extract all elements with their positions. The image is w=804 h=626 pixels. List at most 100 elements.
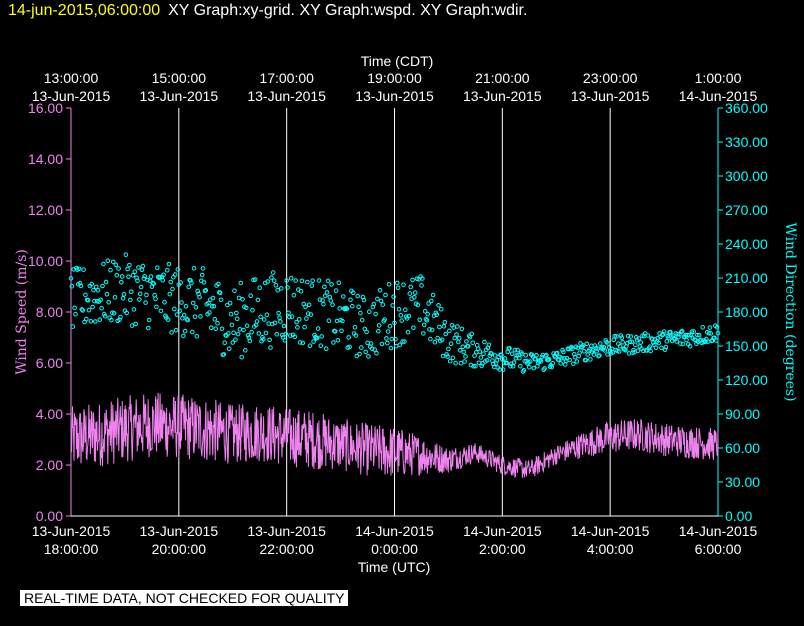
wdir-point <box>378 298 384 304</box>
wdir-point <box>619 335 625 341</box>
bottom-tick-date: 13-Jun-2015 <box>140 523 219 539</box>
wdir-point <box>668 329 673 335</box>
wdir-point <box>459 326 465 332</box>
wdir-point <box>447 328 452 334</box>
right-tick-label: 90.00 <box>725 406 760 422</box>
wdir-point <box>207 310 212 315</box>
wdir-point <box>165 317 171 322</box>
wdir-point <box>155 265 160 271</box>
wdir-point <box>318 343 324 349</box>
wdir-point <box>571 361 576 367</box>
wdir-point <box>333 288 339 293</box>
wdir-point <box>297 340 303 345</box>
wdir-point <box>316 278 322 283</box>
wdir-point <box>695 332 700 338</box>
wdir-point <box>567 357 573 363</box>
wdir-point <box>348 297 353 303</box>
wdir-point <box>350 303 355 309</box>
wdir-point <box>128 289 134 295</box>
wdir-point <box>501 360 507 366</box>
wdir-point <box>282 338 288 343</box>
wdir-point <box>137 291 143 297</box>
wdir-point <box>304 316 309 321</box>
wdir-point <box>249 329 254 335</box>
wdir-point <box>154 304 159 310</box>
wdir-point <box>395 285 401 291</box>
wdir-point <box>465 344 471 349</box>
wdir-point <box>417 317 423 323</box>
wdir-point <box>265 279 271 284</box>
right-tick-label: 360.00 <box>725 100 768 116</box>
wdir-point <box>542 366 547 371</box>
wdir-point <box>231 330 236 336</box>
wdir-point <box>319 334 325 339</box>
wdir-point <box>317 297 323 302</box>
wdir-point <box>160 277 165 283</box>
wdir-point <box>174 312 180 317</box>
wdir-point <box>100 283 105 289</box>
wdir-point <box>368 341 374 346</box>
wdir-point <box>412 290 418 295</box>
wdir-point <box>116 266 121 271</box>
wdir-point <box>302 324 307 330</box>
wdir-point <box>626 351 632 356</box>
wdir-point <box>271 278 277 284</box>
wdir-point <box>255 297 261 303</box>
wdir-point <box>164 267 170 273</box>
wdir-point <box>531 365 537 371</box>
wdir-point <box>671 336 677 341</box>
wdir-point <box>268 345 273 350</box>
top-tick-label: 15:00:00 <box>152 70 207 86</box>
wdir-point <box>86 307 92 313</box>
wdir-point <box>447 358 453 364</box>
wdir-point <box>119 274 125 279</box>
wdir-point <box>178 280 183 285</box>
wdir-point <box>373 311 378 317</box>
top-tick-label: 21:00:00 <box>475 70 530 86</box>
wdir-point <box>238 280 244 286</box>
header-graph-titles: XY Graph:xy-grid. XY Graph:wspd. XY Grap… <box>168 2 528 19</box>
wdir-point <box>243 305 249 311</box>
wdir-point <box>472 353 477 358</box>
wdir-point <box>546 357 552 362</box>
left-tick-label: 2.00 <box>36 457 63 473</box>
wdir-point <box>90 304 95 310</box>
wdir-point <box>298 288 304 294</box>
wdir-point <box>424 318 430 323</box>
wdir-point <box>399 318 405 323</box>
wdir-point <box>481 351 486 357</box>
wdir-point <box>108 267 113 273</box>
wdir-point <box>219 326 225 332</box>
wdir-point <box>289 314 295 319</box>
wdir-point <box>146 325 151 331</box>
right-tick-label: 120.00 <box>725 372 768 388</box>
wdir-point <box>340 318 345 324</box>
wdir-point <box>76 266 82 272</box>
wdir-point <box>439 337 445 343</box>
wdir-point <box>700 325 706 330</box>
right-tick-label: 180.00 <box>725 304 768 320</box>
wdir-point <box>88 319 94 324</box>
wdir-point <box>390 303 396 308</box>
wdir-point <box>69 283 75 289</box>
wdir-point <box>432 339 438 345</box>
wdir-point <box>274 332 280 337</box>
wdir-point <box>507 346 512 351</box>
wdir-point <box>227 300 233 306</box>
wdir-point <box>191 265 197 271</box>
wdir-point <box>330 302 335 308</box>
wdir-point <box>336 280 342 286</box>
wdir-point <box>118 314 123 320</box>
wdir-point <box>324 290 330 295</box>
top-tick-label: 13:00:00 <box>44 70 99 86</box>
wdir-point <box>243 348 248 353</box>
wdir-point <box>627 339 633 345</box>
wdir-point <box>92 298 97 304</box>
wdir-point <box>240 297 245 302</box>
wdir-point <box>660 331 666 337</box>
quality-disclaimer: REAL-TIME DATA, NOT CHECKED FOR QUALITY <box>20 590 349 606</box>
wdir-point <box>138 284 144 290</box>
top-tick-date: 13-Jun-2015 <box>140 88 219 104</box>
wdir-point <box>281 323 287 329</box>
right-tick-label: 300.00 <box>725 168 768 184</box>
